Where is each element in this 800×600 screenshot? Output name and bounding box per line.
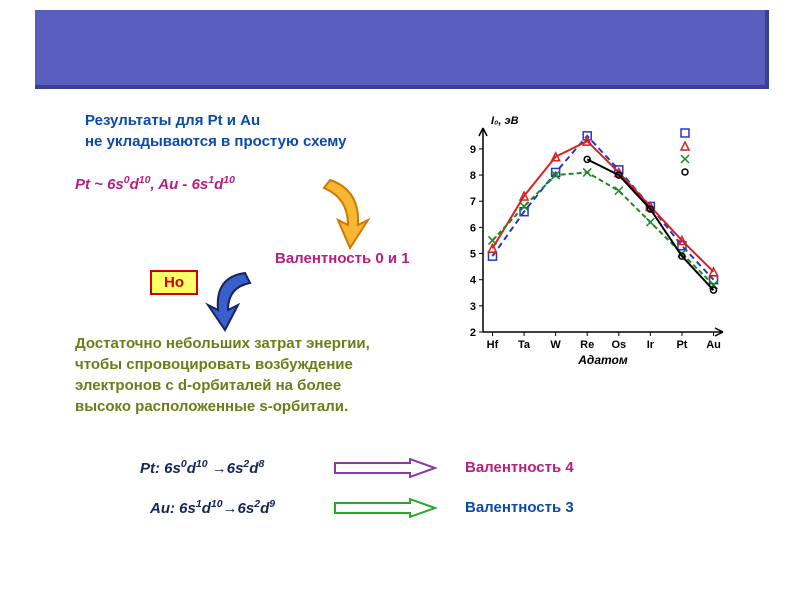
but-box: Но: [150, 270, 198, 295]
intro-line1: Результаты для Pt и Au: [85, 112, 260, 129]
svg-text:Ir: Ir: [647, 339, 655, 351]
svg-text:2: 2: [470, 327, 476, 339]
svg-text:6: 6: [470, 222, 476, 234]
au-config: Au: 6s1d10→6s2d9: [150, 497, 275, 519]
green-arrow-icon: [330, 497, 440, 519]
intro-text: Результаты для Pt и Au не укладываются в…: [85, 110, 346, 152]
svg-text:Hf: Hf: [487, 339, 499, 351]
body-text: Достаточно небольших затрат энергии, что…: [75, 333, 370, 417]
valence-3: Валентность 3: [465, 497, 574, 518]
svg-text:4: 4: [470, 275, 477, 287]
svg-text:Re: Re: [580, 339, 594, 351]
config-row: Pt ~ 6s0d10, Au - 6s1d10: [75, 173, 235, 195]
chart-svg: I₀, эВ 2 3 4 5 6 7 8 9 Hf Ta W Re Os Ir Pt Au Адатом: [445, 110, 735, 370]
purple-arrow-icon: [330, 457, 440, 479]
orange-arrow-icon: [310, 170, 370, 255]
svg-text:3: 3: [470, 301, 476, 313]
blue-arrow-icon: [200, 265, 270, 335]
svg-text:5: 5: [470, 249, 476, 261]
svg-text:Au: Au: [706, 339, 721, 351]
intro-line2: не укладываются в простую схему: [85, 133, 346, 150]
pt-config: Pt: 6s0d10 →6s2d8: [140, 457, 264, 479]
chart: I₀, эВ 2 3 4 5 6 7 8 9 Hf Ta W Re Os Ir Pt Au Адатом: [445, 110, 735, 375]
svg-text:8: 8: [470, 170, 476, 182]
svg-text:Ta: Ta: [518, 339, 531, 351]
svg-text:Адатом: Адатом: [577, 353, 628, 367]
svg-text:I₀, эВ: I₀, эВ: [491, 115, 519, 127]
svg-text:Pt: Pt: [676, 339, 687, 351]
svg-text:9: 9: [470, 144, 476, 156]
header-bar: [35, 10, 769, 89]
svg-text:7: 7: [470, 196, 476, 208]
valence-4: Валентность 4: [465, 457, 574, 478]
svg-text:Os: Os: [611, 339, 626, 351]
valence-01: Валентность 0 и 1: [275, 248, 410, 269]
svg-text:W: W: [550, 339, 561, 351]
